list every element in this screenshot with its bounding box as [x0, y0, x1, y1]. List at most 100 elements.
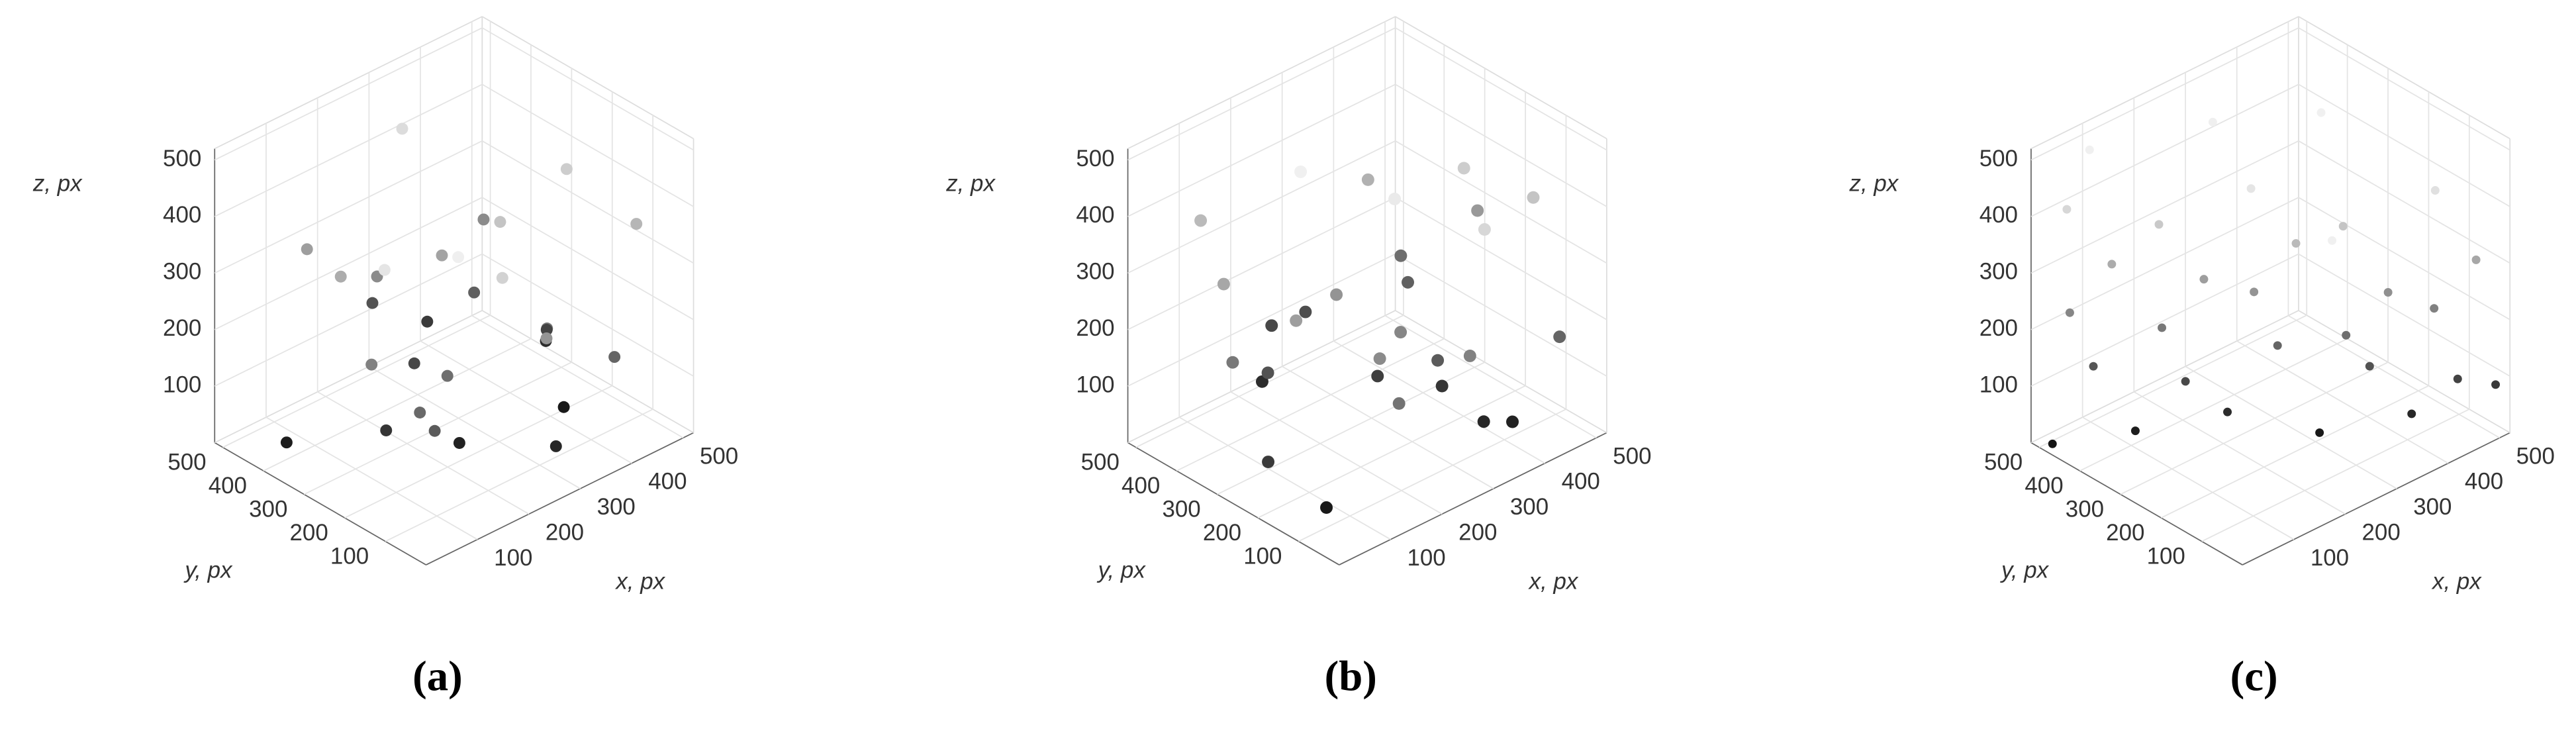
- y-axis-label: y, px: [2000, 557, 2050, 583]
- grid-line: [2082, 416, 2295, 540]
- z-tick-label: 100: [1980, 371, 2018, 397]
- point: [2338, 222, 2348, 231]
- y-tick-label: 200: [2106, 520, 2144, 546]
- point: [2181, 377, 2190, 386]
- y-tick-label: 200: [290, 520, 328, 546]
- point: [1262, 456, 1275, 469]
- axis-line: [1339, 432, 1607, 565]
- point: [421, 315, 434, 328]
- grid-line: [2038, 315, 2307, 448]
- grid-line: [2030, 27, 2299, 161]
- grid-line: [2236, 340, 2449, 464]
- z-tick-label: 200: [1980, 315, 2018, 341]
- y-tick-label: 500: [1081, 450, 1120, 475]
- point: [378, 264, 391, 276]
- grid-line: [2298, 253, 2510, 377]
- z-tick-label: 400: [1980, 202, 2018, 228]
- point: [557, 401, 570, 413]
- point: [2154, 220, 2164, 229]
- grid-line: [481, 27, 694, 151]
- point: [1392, 397, 1406, 410]
- grid-line: [471, 315, 684, 438]
- x-axis-label: x, px: [614, 569, 665, 595]
- grid-line: [265, 416, 478, 540]
- point: [1371, 369, 1384, 383]
- grid-line: [368, 366, 581, 489]
- grid-line: [1257, 385, 1526, 518]
- point: [2089, 362, 2098, 371]
- z-tick-label: 200: [163, 315, 201, 341]
- box-edge: [1127, 16, 1396, 150]
- grid-line: [1127, 253, 1396, 387]
- grid-line: [2287, 315, 2501, 438]
- point: [2328, 236, 2337, 245]
- point: [468, 286, 481, 299]
- grid-line: [2079, 338, 2348, 471]
- box-edge: [481, 16, 694, 140]
- point: [1217, 277, 1230, 291]
- point: [334, 270, 347, 283]
- z-tick-label: 500: [1980, 146, 2018, 172]
- point: [1435, 379, 1449, 393]
- point: [2199, 275, 2209, 284]
- point: [2365, 362, 2374, 371]
- grid-line: [2298, 140, 2510, 264]
- grid-line: [1395, 27, 1607, 151]
- box-edge: [2030, 16, 2299, 150]
- grid-line: [214, 83, 483, 217]
- grid-line: [481, 140, 694, 264]
- grid-line: [481, 197, 694, 320]
- point: [560, 163, 573, 175]
- point: [1457, 162, 1470, 175]
- box-edge: [2298, 310, 2510, 434]
- grid-line: [2120, 362, 2389, 495]
- y-axis-label: y, px: [183, 557, 233, 583]
- y-tick-label: 500: [1984, 450, 2023, 475]
- point: [2208, 117, 2217, 126]
- point: [1478, 223, 1491, 236]
- point: [2130, 426, 2140, 436]
- grid-line: [1127, 27, 1396, 161]
- box-edge: [481, 310, 694, 434]
- grid-line: [344, 385, 613, 518]
- grid-line: [1127, 197, 1396, 330]
- x-tick-label: 500: [1613, 443, 1651, 469]
- grid-line: [1178, 416, 1391, 540]
- grid-line: [2201, 409, 2470, 542]
- point: [2383, 288, 2393, 297]
- grid-line: [317, 391, 530, 515]
- point: [1471, 204, 1484, 217]
- z-tick-label: 500: [1076, 146, 1114, 172]
- box-edge: [214, 16, 483, 150]
- point: [1265, 319, 1278, 332]
- box-edge: [1395, 310, 1607, 434]
- point: [2246, 184, 2256, 193]
- point: [2273, 341, 2282, 350]
- y-tick-label: 200: [1203, 520, 1241, 546]
- point: [280, 436, 293, 449]
- panel: 1002003004005001002003004005001002003004…: [1849, 16, 2555, 701]
- point: [396, 122, 408, 135]
- grid-line: [222, 315, 491, 448]
- point: [1477, 415, 1490, 428]
- z-axis-label: z, px: [32, 171, 83, 197]
- point: [2062, 205, 2072, 214]
- point: [1527, 191, 1540, 204]
- axis-line: [2030, 442, 2243, 565]
- grid-line: [1298, 409, 1566, 542]
- box-edge: [2030, 310, 2299, 444]
- grid-line: [2030, 83, 2299, 217]
- point: [1290, 314, 1303, 327]
- z-tick-label: 300: [1076, 259, 1114, 285]
- box-edge: [2298, 16, 2510, 140]
- point: [2315, 428, 2324, 437]
- point: [1394, 249, 1407, 262]
- point: [2342, 330, 2351, 340]
- x-tick-label: 200: [546, 519, 584, 545]
- point: [453, 436, 465, 449]
- z-tick-label: 100: [1076, 371, 1114, 397]
- point: [1506, 415, 1519, 428]
- y-tick-label: 300: [249, 497, 287, 522]
- grid-line: [214, 140, 483, 274]
